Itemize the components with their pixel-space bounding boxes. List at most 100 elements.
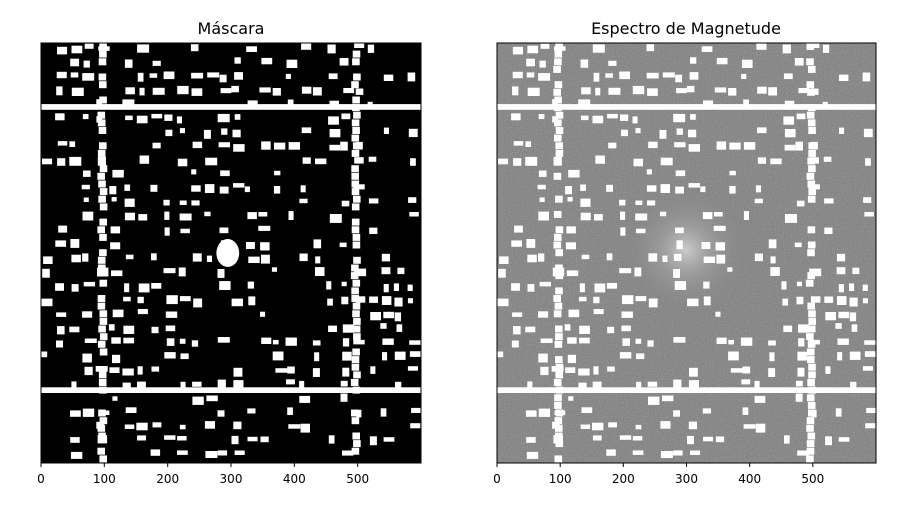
spectrum-block [837,338,849,345]
spectrum-block [796,200,805,207]
mask-vertical-band [352,279,361,287]
spectrum-block [743,424,756,429]
mask-vertical-band [99,333,108,341]
mask-block [41,351,48,358]
mask-block [287,407,293,415]
spectrum-block [864,212,874,217]
spectrum-block [822,44,830,53]
mask-block [82,211,94,221]
spectrum-block [635,213,648,221]
mask-block [383,437,395,442]
spectrum-block [757,157,767,164]
mask-block [315,267,325,276]
spectrum-vertical-band [806,58,814,66]
spectrum-block [594,283,606,293]
mask-x-tick-label: 500 [346,472,369,486]
mask-block [367,44,375,53]
mask-block [123,296,131,302]
mask-block [124,283,130,293]
spectrum-block [512,312,523,317]
mask-block [70,58,80,67]
mask-block [56,312,67,317]
spectrum-block [646,44,655,52]
mask-block [69,156,82,166]
spectrum-block [621,311,633,318]
mask-block [354,43,365,48]
spectrum-vertical-band [555,333,563,341]
mask-block [149,73,158,78]
mask-vertical-band [99,165,108,173]
spectrum-vertical-band [553,157,562,165]
spectrum-block [741,379,751,385]
spectrum-vertical-band [555,272,563,280]
mask-block [299,380,305,388]
mask-block [57,46,68,55]
spectrum-block [755,185,761,193]
spectrum-vertical-band [806,424,814,432]
mask-vertical-band [99,142,107,150]
mask-block [301,127,312,134]
mask-block [394,312,401,322]
mask-block [231,435,239,445]
spectrum-block [567,354,576,364]
mask-block [164,352,176,359]
mask-vertical-band [351,149,360,157]
mask-vertical-band [98,58,107,66]
mask-x-tick-label: 400 [283,472,306,486]
spectrum-block [862,366,873,371]
spectrum-vertical-band [555,409,564,417]
spectrum-block [825,366,831,374]
spectrum-block [703,436,714,442]
mask-block [275,368,288,373]
spectrum-block [565,242,576,250]
mask-block [71,284,79,292]
spectrum-block [688,129,697,138]
mask-block [340,393,348,402]
mask-block [409,340,421,345]
mask-block [274,170,281,176]
mask-vertical-band [352,142,361,150]
spectrum-block [809,268,822,277]
spectrum-block [527,45,539,54]
mask-block [233,380,244,389]
spectrum-vertical-band [807,401,816,409]
mask-block [407,298,413,304]
mask-block [381,296,392,305]
mask-block [410,423,421,429]
spectrum-block [660,451,673,458]
mask-vertical-band [99,249,107,257]
mask-block [342,450,354,456]
spectrum-vertical-band [807,226,816,234]
mask-block [82,253,89,262]
mask-block [273,142,286,150]
spectrum-block [690,450,701,455]
spectrum-block [713,225,726,231]
mask-block [408,197,417,203]
mask-vertical-band [351,447,360,455]
mask-block [394,297,403,307]
mask-block [177,450,188,455]
spectrum-vertical-band [807,356,815,364]
mask-block [219,74,227,83]
mask-block [163,268,176,274]
mask-block [136,115,148,124]
spectrum-vertical-band [554,81,563,89]
spectrum-block [701,242,711,249]
mask-block [164,435,176,440]
spectrum-vertical-band [554,58,562,66]
spectrum-vertical-band [806,348,815,356]
mask-block [246,242,255,249]
mask-block [261,57,273,65]
spectrum-block [648,253,658,262]
spectrum-block [632,85,645,95]
mask-block [261,254,270,264]
spectrum-block [580,59,589,68]
mask-block [192,396,204,405]
mask-block [190,44,199,52]
spectrum-block [794,242,802,248]
spectrum-block [715,242,725,251]
spectrum-block [632,450,644,455]
spectrum-block [578,99,591,108]
spectrum-block [784,144,796,151]
mask-block [137,72,144,82]
